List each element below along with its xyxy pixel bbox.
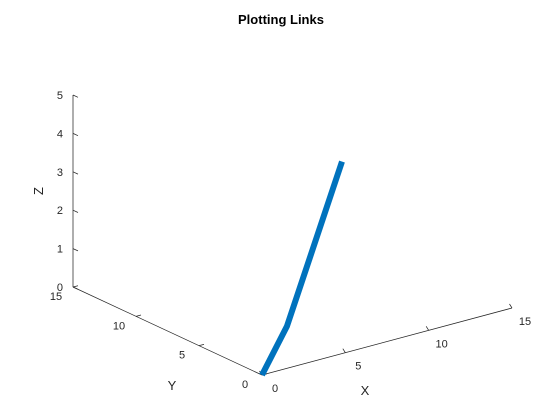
z-tick-label: 4 — [57, 128, 63, 140]
z-tick-mark — [72, 171, 79, 175]
x-tick-label: 10 — [436, 338, 448, 350]
z-tick-label: 5 — [57, 90, 63, 102]
x-tick-label: 15 — [519, 316, 531, 328]
z-tick-label: 1 — [57, 244, 63, 256]
y-tick-mark — [198, 344, 205, 347]
x-axis-label: X — [361, 383, 370, 398]
z-tick-label: 3 — [57, 167, 63, 179]
x-tick-mark — [509, 303, 513, 309]
z-tick-mark — [72, 286, 79, 290]
z-tick-label: 0 — [57, 282, 63, 294]
y-tick-label: 10 — [113, 320, 125, 332]
x-tick-mark — [425, 326, 429, 331]
y-tick-mark — [135, 314, 142, 317]
z-tick-mark — [72, 94, 79, 98]
series-layer — [259, 160, 345, 377]
chart-title: Plotting Links — [238, 12, 324, 27]
x-tick-label: 0 — [272, 383, 278, 395]
link-series-line — [259, 160, 345, 377]
y-axis-line — [72, 286, 263, 376]
y-tick-label: 0 — [242, 379, 248, 391]
y-tick-mark — [72, 285, 79, 288]
y-tick-label: 15 — [50, 291, 62, 303]
z-tick-mark — [72, 209, 79, 213]
y-ticks: 0 5 10 15 — [50, 285, 268, 391]
x-axis-line — [261, 307, 513, 376]
z-tick-label: 2 — [57, 205, 63, 217]
z-tick-mark — [72, 133, 79, 137]
x-ticks: 0 5 10 15 — [259, 303, 531, 395]
z-axis-label: Z — [31, 187, 46, 195]
x-tick-label: 5 — [355, 361, 361, 373]
y-axis-label: Y — [168, 378, 177, 393]
z-ticks: 0 1 2 3 4 5 — [57, 90, 79, 294]
x-tick-mark — [342, 348, 346, 353]
z-tick-mark — [72, 248, 79, 252]
y-tick-label: 5 — [179, 350, 185, 362]
